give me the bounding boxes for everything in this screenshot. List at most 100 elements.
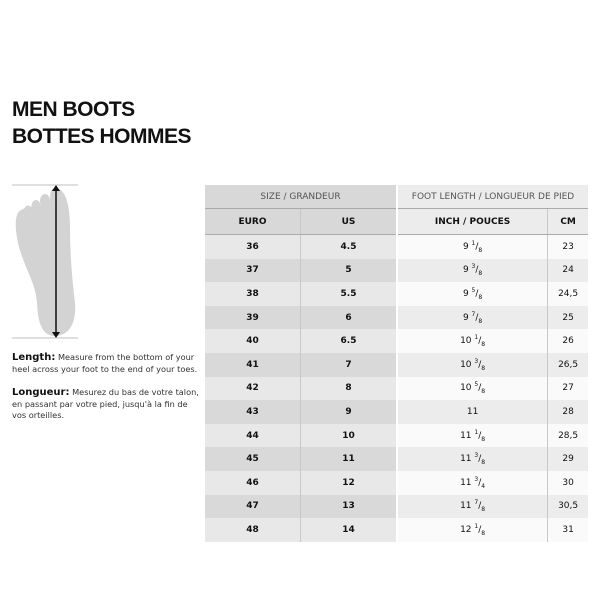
us-size: 4.5 bbox=[300, 234, 397, 259]
length-instruction-fr: Longueur: Mesurez du bas de votre talon,… bbox=[12, 387, 202, 422]
us-size: 11 bbox=[300, 447, 397, 471]
cm-length: 26 bbox=[547, 329, 588, 353]
cm-length: 30 bbox=[547, 470, 588, 495]
inch-whole: 11 bbox=[460, 454, 472, 465]
cm-length: 24,5 bbox=[547, 282, 588, 306]
inch-denominator: 8 bbox=[481, 364, 486, 372]
length-label: Length: bbox=[12, 352, 56, 363]
euro-size: 44 bbox=[205, 423, 301, 448]
us-size: 12 bbox=[300, 470, 397, 495]
table-row: 36 4.5 9 1/8 23 bbox=[205, 234, 588, 259]
inch-whole: 11 bbox=[460, 501, 472, 512]
us-size: 7 bbox=[300, 352, 397, 377]
inch-numerator: 3 bbox=[474, 452, 479, 460]
inch-length: 9 3/8 bbox=[396, 258, 548, 283]
inch-denominator: 8 bbox=[478, 270, 483, 278]
us-size: 13 bbox=[300, 494, 397, 519]
inch-numerator: 3 bbox=[471, 263, 476, 271]
page-title: MEN BOOTS BOTTES HOMMES bbox=[12, 96, 192, 150]
euro-size: 48 bbox=[205, 518, 301, 542]
size-chart-table: SIZE / GRANDEUR FOOT LENGTH / LONGUEUR D… bbox=[205, 185, 588, 542]
inch-denominator: 8 bbox=[481, 341, 486, 349]
length-instruction-en: Length: Measure from the bottom of your … bbox=[12, 352, 202, 375]
foot-measurement-icon bbox=[12, 184, 78, 339]
inch-whole: 9 bbox=[462, 289, 469, 300]
inch-numerator: 5 bbox=[474, 381, 479, 389]
group-header-size: SIZE / GRANDEUR bbox=[205, 185, 397, 209]
inch-denominator: 4 bbox=[481, 482, 486, 490]
table-row: 45 11 11 3/8 29 bbox=[205, 447, 588, 471]
inch-length: 10 1/8 bbox=[396, 329, 548, 353]
inch-length: 12 1/8 bbox=[396, 518, 548, 542]
inch-numerator: 5 bbox=[471, 287, 476, 295]
inch-length: 11 bbox=[396, 400, 548, 424]
us-size: 8 bbox=[300, 376, 397, 401]
inch-numerator: 3 bbox=[474, 475, 479, 483]
group-header-foot-length: FOOT LENGTH / LONGUEUR DE PIED bbox=[396, 185, 588, 209]
inch-length: 11 1/8 bbox=[396, 423, 548, 448]
euro-size: 38 bbox=[205, 282, 301, 306]
inch-length: 10 5/8 bbox=[396, 376, 548, 401]
euro-size: 40 bbox=[205, 329, 301, 353]
inch-numerator: 1 bbox=[474, 334, 479, 342]
inch-length: 9 5/8 bbox=[396, 282, 548, 306]
inch-denominator: 8 bbox=[481, 388, 486, 396]
euro-size: 41 bbox=[205, 352, 301, 377]
cm-length: 23 bbox=[547, 234, 588, 259]
inch-whole: 9 bbox=[462, 265, 469, 276]
table-row: 40 6.5 10 1/8 26 bbox=[205, 329, 588, 353]
inch-denominator: 8 bbox=[481, 506, 486, 514]
inch-whole: 10 bbox=[460, 359, 472, 370]
longueur-text: Mesurez du bas de votre talon, en passan… bbox=[12, 387, 199, 420]
us-size: 6.5 bbox=[300, 329, 397, 353]
euro-size: 45 bbox=[205, 447, 301, 471]
cm-length: 29 bbox=[547, 447, 588, 471]
inch-numerator: 7 bbox=[474, 499, 479, 507]
us-size: 6 bbox=[300, 305, 397, 330]
inch-numerator: 1 bbox=[471, 239, 476, 247]
column-header-euro: EURO bbox=[205, 208, 301, 235]
table-row: 44 10 11 1/8 28,5 bbox=[205, 423, 588, 448]
inch-denominator: 8 bbox=[481, 435, 486, 443]
inch-whole: 11 bbox=[466, 406, 479, 417]
inch-whole: 11 bbox=[460, 430, 472, 441]
cm-length: 24 bbox=[547, 258, 588, 283]
us-size: 5 bbox=[300, 258, 397, 283]
table-row: 39 6 9 7/8 25 bbox=[205, 305, 588, 330]
cm-length: 30,5 bbox=[547, 494, 588, 519]
table-row: 48 14 12 1/8 31 bbox=[205, 518, 588, 542]
inch-whole: 11 bbox=[460, 477, 472, 488]
table-row: 46 12 11 3/4 30 bbox=[205, 470, 588, 495]
table-row: 38 5.5 9 5/8 24,5 bbox=[205, 282, 588, 306]
title-fr: BOTTES HOMMES bbox=[12, 125, 192, 148]
cm-length: 25 bbox=[547, 305, 588, 330]
inch-length: 11 7/8 bbox=[396, 494, 548, 519]
table-row: 47 13 11 7/8 30,5 bbox=[205, 494, 588, 519]
length-text: Measure from the bottom of your heel acr… bbox=[12, 352, 198, 374]
inch-numerator: 1 bbox=[474, 428, 479, 436]
inch-length: 11 3/4 bbox=[396, 470, 548, 495]
euro-size: 47 bbox=[205, 494, 301, 519]
us-size: 14 bbox=[300, 518, 397, 542]
table-row: 42 8 10 5/8 27 bbox=[205, 376, 588, 401]
cm-length: 26,5 bbox=[547, 352, 588, 377]
inch-whole: 10 bbox=[460, 383, 472, 394]
cm-length: 27 bbox=[547, 376, 588, 401]
cm-length: 31 bbox=[547, 518, 588, 542]
euro-size: 43 bbox=[205, 400, 301, 424]
inch-length: 10 3/8 bbox=[396, 352, 548, 377]
inch-length: 9 1/8 bbox=[396, 234, 548, 259]
table-row: 41 7 10 3/8 26,5 bbox=[205, 352, 588, 377]
euro-size: 39 bbox=[205, 305, 301, 330]
inch-whole: 12 bbox=[460, 525, 472, 536]
title-en: MEN BOOTS bbox=[12, 98, 135, 121]
inch-numerator: 1 bbox=[474, 523, 479, 531]
us-size: 5.5 bbox=[300, 282, 397, 306]
longueur-label: Longueur: bbox=[12, 387, 70, 398]
inch-whole: 9 bbox=[462, 241, 469, 252]
inch-denominator: 8 bbox=[478, 246, 483, 254]
inch-denominator: 8 bbox=[481, 459, 486, 467]
us-size: 10 bbox=[300, 423, 397, 448]
inch-numerator: 7 bbox=[471, 310, 476, 318]
inch-denominator: 8 bbox=[478, 317, 483, 325]
